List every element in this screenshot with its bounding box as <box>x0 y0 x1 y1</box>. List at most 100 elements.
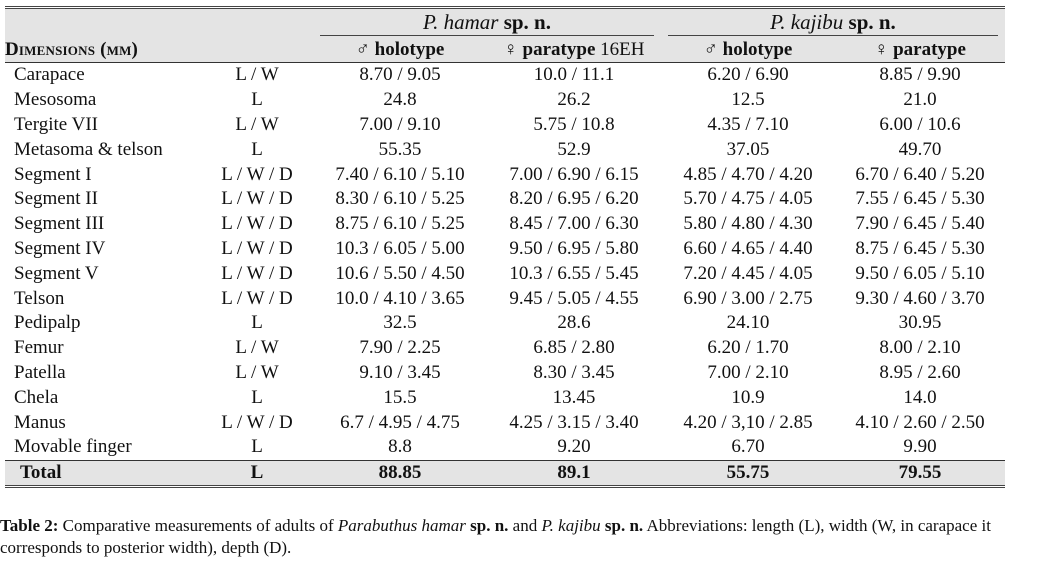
row-name: Femur <box>14 337 64 359</box>
row-name: Carapace <box>14 64 85 86</box>
row-value: 24.10 <box>726 312 770 334</box>
table-caption: Table 2: Comparative measurements of adu… <box>0 515 1030 559</box>
species-header-row: P. hamar sp. n. P. kajibu sp. n. <box>5 6 1005 37</box>
row-unit: L / W / D <box>221 213 293 235</box>
row-unit: L / W / D <box>221 411 293 433</box>
row-value: 88.85 <box>313 459 487 488</box>
row-name: Chela <box>14 386 59 408</box>
row-value: 55.75 <box>661 459 835 488</box>
row-value: 13.45 <box>552 386 596 408</box>
row-value: 10.9 <box>731 386 765 408</box>
row-value: 8.30 / 6.10 / 5.25 <box>335 188 465 210</box>
row-unit: L <box>251 89 263 111</box>
table-row: Segment II L / W / D 8.30 / 6.10 / 5.25 8.2… <box>5 187 1005 212</box>
row-unit: L / W <box>235 113 279 135</box>
row-unit: L <box>251 436 263 458</box>
caption-text: Comparative measurements of adults of <box>58 516 338 535</box>
row-name: Patella <box>14 361 66 383</box>
row-value: 9.50 / 6.95 / 5.80 <box>509 237 639 259</box>
row-value: 4.35 / 7.10 <box>707 113 789 135</box>
column-header: ♀ paratype 16EH <box>487 37 661 63</box>
row-value: 6.20 / 1.70 <box>707 337 789 359</box>
row-value: 7.00 / 2.10 <box>707 361 789 383</box>
row-value: 7.40 / 6.10 / 5.10 <box>335 163 465 185</box>
measurements-table: P. hamar sp. n. P. kajibu sp. n. Dimensi… <box>5 6 1005 488</box>
row-value: 6.70 / 6.40 / 5.20 <box>855 163 985 185</box>
caption-label: Table 2: <box>0 516 59 535</box>
row-unit: L <box>251 312 263 334</box>
row-value: 5.75 / 10.8 <box>533 113 615 135</box>
dimensions-header: Dimensions (mm) <box>5 37 313 63</box>
species-suffix: sp. n. <box>503 10 551 34</box>
caption-suffix: sp. n. <box>465 516 509 535</box>
row-value: 10.0 / 4.10 / 3.65 <box>335 287 465 309</box>
row-unit: L / W / D <box>221 262 293 284</box>
total-row: Total L 88.85 89.1 55.75 79.55 <box>5 459 1005 488</box>
row-value: 10.3 / 6.55 / 5.45 <box>509 262 639 284</box>
row-value: 12.5 <box>731 89 765 111</box>
row-value: 8.20 / 6.95 / 6.20 <box>509 188 639 210</box>
row-name: Segment II <box>14 188 98 210</box>
row-unit: L / W / D <box>221 237 293 259</box>
table-row: Femur L / W 7.90 / 2.25 6.85 / 2.80 6.20 / 1… <box>5 336 1005 361</box>
row-value: 8.45 / 7.00 / 6.30 <box>509 213 639 235</box>
row-value: 37.05 <box>726 138 770 160</box>
caption-text: Abbreviations: length (L), width (W, in … <box>0 516 991 557</box>
row-name: Movable finger <box>14 436 132 458</box>
row-unit: L / W <box>235 64 279 86</box>
row-value: 9.20 <box>557 436 591 458</box>
row-value: 10.3 / 6.05 / 5.00 <box>335 237 465 259</box>
row-value: 10.0 / 11.1 <box>533 64 615 86</box>
table-row: Manus L / W / D 6.7 / 4.95 / 4.75 4.25 / 3.… <box>5 410 1005 435</box>
row-value: 79.55 <box>835 459 1005 488</box>
column-label: paratype <box>893 38 966 60</box>
row-value: 9.45 / 5.05 / 4.55 <box>509 287 639 309</box>
row-value: 4.20 / 3,10 / 2.85 <box>683 411 813 433</box>
row-value: 7.20 / 4.45 / 4.05 <box>683 262 813 284</box>
row-name: Segment III <box>14 213 105 235</box>
row-unit: L / W <box>235 361 279 383</box>
row-value: 7.90 / 6.45 / 5.40 <box>855 213 985 235</box>
row-value: 8.95 / 2.60 <box>879 361 961 383</box>
column-label: paratype <box>522 38 596 60</box>
species-name: P. kajibu <box>770 10 844 34</box>
row-name: Pedipalp <box>14 312 81 334</box>
column-label: holotype <box>722 38 793 60</box>
row-value: 4.25 / 3.15 / 3.40 <box>509 411 639 433</box>
table-row: Movable finger L 8.8 9.20 6.70 9.90 <box>5 435 1005 460</box>
row-value: 32.5 <box>383 312 417 334</box>
row-name: Mesosoma <box>14 89 97 111</box>
row-value: 6.90 / 3.00 / 2.75 <box>683 287 813 309</box>
table-row: Carapace L / W 8.70 / 9.05 10.0 / 11.1 6.20 … <box>5 63 1005 88</box>
row-name: Telson <box>14 287 65 309</box>
row-value: 89.1 <box>487 459 661 488</box>
row-value: 7.00 / 6.90 / 6.15 <box>509 163 639 185</box>
row-value: 8.70 / 9.05 <box>359 64 441 86</box>
column-header-row: Dimensions (mm) ♂ holotype ♀ paratype 16… <box>5 37 1005 63</box>
table-row: Mesosoma L 24.8 26.2 12.5 21.0 <box>5 88 1005 113</box>
row-value: 4.85 / 4.70 / 4.20 <box>683 163 813 185</box>
caption-species: P. kajibu <box>541 516 601 535</box>
species-suffix: sp. n. <box>848 10 896 34</box>
female-symbol: ♀ <box>874 38 889 60</box>
table-row: Segment IV L / W / D 10.3 / 6.05 / 5.00 9.5… <box>5 237 1005 262</box>
row-value: 7.00 / 9.10 <box>359 113 441 135</box>
row-value: 5.80 / 4.80 / 4.30 <box>683 213 813 235</box>
row-unit: L / W / D <box>221 188 293 210</box>
row-value: 8.00 / 2.10 <box>879 337 961 359</box>
row-value: 24.8 <box>383 89 417 111</box>
column-header: ♂ holotype <box>313 37 487 63</box>
male-symbol: ♂ <box>355 38 370 60</box>
header-blank <box>201 6 313 37</box>
row-name: Total <box>5 459 201 488</box>
table-row: Chela L 15.5 13.45 10.9 14.0 <box>5 385 1005 410</box>
row-value: 10.6 / 5.50 / 4.50 <box>335 262 465 284</box>
table-row: Segment V L / W / D 10.6 / 5.50 / 4.50 10.3… <box>5 261 1005 286</box>
row-unit: L <box>201 459 313 488</box>
row-value: 4.10 / 2.60 / 2.50 <box>855 411 985 433</box>
row-value: 8.75 / 6.10 / 5.25 <box>335 213 465 235</box>
row-unit: L / W <box>235 337 279 359</box>
column-header: ♂ holotype <box>661 37 835 63</box>
species-header-kajibu: P. kajibu sp. n. <box>661 6 1005 37</box>
row-value: 8.75 / 6.45 / 5.30 <box>855 237 985 259</box>
